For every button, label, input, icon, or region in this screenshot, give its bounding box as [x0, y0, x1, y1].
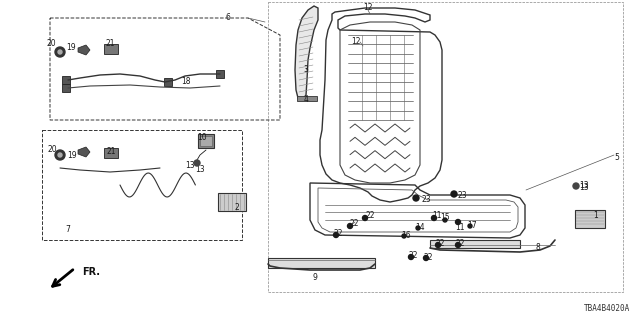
Circle shape: [55, 47, 65, 57]
Text: 23: 23: [421, 196, 431, 204]
Text: FR.: FR.: [82, 267, 100, 277]
Text: 7: 7: [65, 226, 70, 235]
Bar: [575, 210, 605, 228]
Polygon shape: [78, 45, 90, 55]
Circle shape: [416, 226, 420, 230]
Text: 22: 22: [435, 239, 445, 249]
Text: 22: 22: [333, 229, 343, 238]
Circle shape: [451, 191, 457, 197]
Text: 1: 1: [594, 212, 598, 220]
Bar: [42, 130, 242, 240]
Polygon shape: [295, 6, 318, 100]
Circle shape: [413, 195, 419, 201]
Text: 16: 16: [401, 230, 411, 239]
Circle shape: [573, 183, 579, 189]
Text: 13: 13: [579, 180, 589, 189]
Text: 15: 15: [440, 213, 450, 222]
Circle shape: [435, 243, 440, 247]
Text: 4: 4: [303, 95, 308, 105]
Bar: [297, 96, 317, 101]
Text: TBA4B4020A: TBA4B4020A: [584, 304, 630, 313]
Text: 22: 22: [365, 211, 375, 220]
Circle shape: [402, 234, 406, 238]
Bar: [200, 136, 212, 146]
Circle shape: [362, 215, 367, 220]
Text: 17: 17: [467, 220, 477, 229]
Text: 9: 9: [312, 274, 317, 283]
Text: 14: 14: [415, 222, 425, 231]
Circle shape: [194, 160, 200, 166]
Circle shape: [58, 153, 62, 157]
Bar: [430, 240, 520, 248]
Text: 19: 19: [67, 150, 77, 159]
Text: 5: 5: [614, 153, 620, 162]
Text: 13: 13: [195, 165, 205, 174]
Text: 11: 11: [455, 223, 465, 233]
Text: 6: 6: [225, 13, 230, 22]
Text: 10: 10: [197, 133, 207, 142]
Text: 21: 21: [105, 39, 115, 49]
Circle shape: [333, 233, 339, 237]
Circle shape: [58, 50, 62, 54]
Bar: [218, 193, 246, 211]
Text: 20: 20: [47, 146, 57, 155]
Circle shape: [424, 255, 429, 260]
Text: 22: 22: [423, 253, 433, 262]
Text: 19: 19: [66, 44, 76, 52]
Bar: [62, 76, 70, 84]
Text: 22: 22: [408, 252, 418, 260]
Bar: [216, 70, 224, 78]
Bar: [62, 84, 70, 92]
Bar: [104, 44, 118, 54]
Circle shape: [431, 215, 436, 220]
Bar: [268, 2, 623, 292]
Text: 3: 3: [303, 66, 308, 75]
Text: 21: 21: [106, 148, 116, 156]
Bar: [164, 78, 172, 86]
Circle shape: [456, 243, 461, 247]
Circle shape: [55, 150, 65, 160]
Circle shape: [443, 218, 447, 222]
Text: 8: 8: [536, 244, 540, 252]
Bar: [198, 134, 214, 148]
Polygon shape: [78, 147, 90, 157]
Text: 2: 2: [235, 204, 239, 212]
Circle shape: [456, 220, 461, 225]
Text: 13: 13: [185, 162, 195, 171]
Circle shape: [408, 254, 413, 260]
Text: 11: 11: [432, 211, 442, 220]
Text: 22: 22: [455, 239, 465, 249]
Text: 20: 20: [46, 39, 56, 49]
Circle shape: [468, 224, 472, 228]
Text: 23: 23: [457, 190, 467, 199]
Circle shape: [348, 223, 353, 228]
Bar: [104, 148, 118, 158]
Text: 22: 22: [349, 220, 359, 228]
Text: 13: 13: [579, 183, 589, 193]
Bar: [268, 258, 375, 268]
Text: 18: 18: [181, 77, 191, 86]
Text: 12: 12: [364, 4, 372, 12]
Text: 12: 12: [351, 37, 361, 46]
